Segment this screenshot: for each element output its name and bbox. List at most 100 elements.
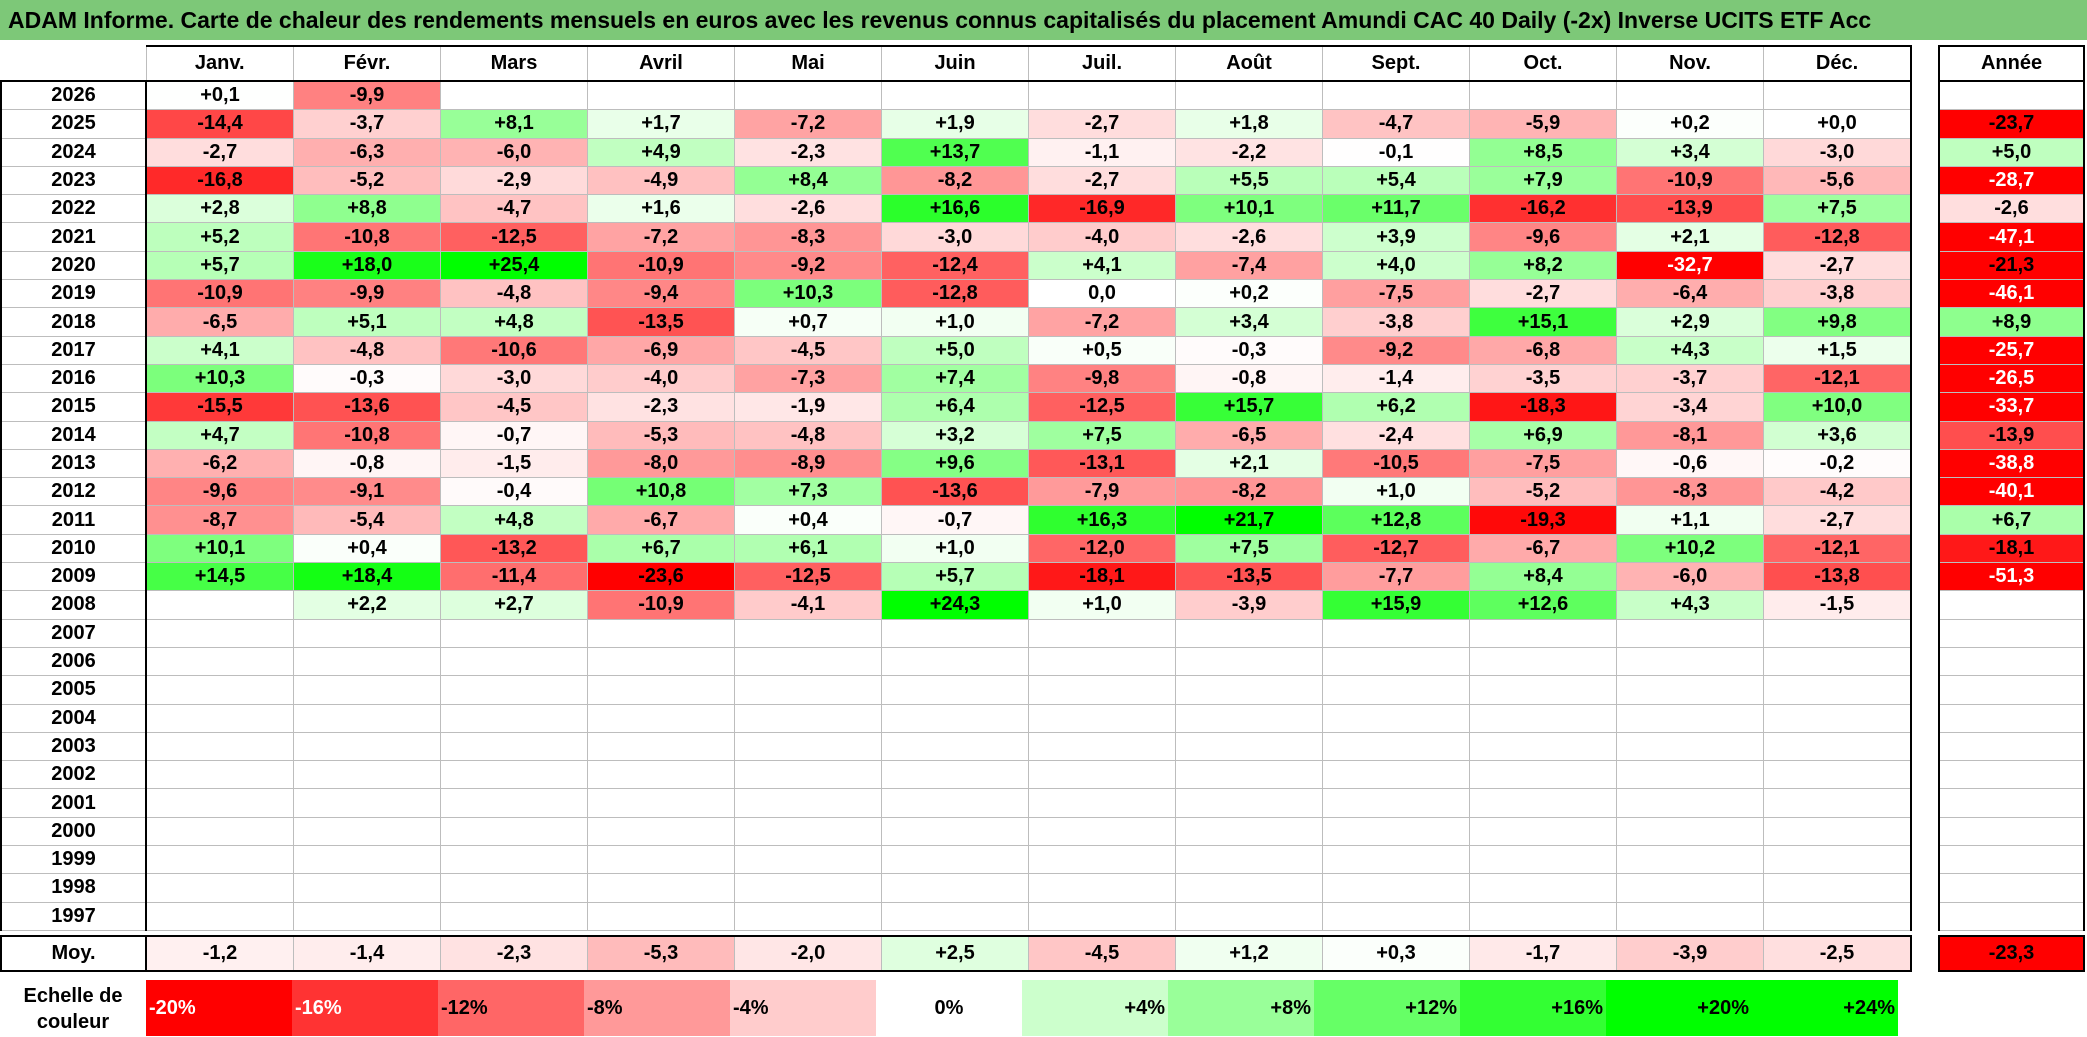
heatmap-cell (1028, 845, 1176, 875)
heatmap-cell (734, 80, 882, 111)
year-label: 2023 (0, 165, 147, 196)
heatmap-cell: -3,4 (1616, 392, 1764, 422)
heatmap-cell (1763, 675, 1912, 705)
heatmap-cell: +1,9 (881, 109, 1029, 139)
annual-cell (1938, 901, 2085, 931)
heatmap-cell: -6,7 (1469, 533, 1617, 564)
heatmap-cell: +5,4 (1322, 165, 1470, 196)
heatmap-cell (1322, 646, 1470, 677)
heatmap-cell: -19,3 (1469, 505, 1617, 535)
heatmap-cell: -2,4 (1322, 420, 1470, 450)
heatmap-cell (881, 646, 1029, 677)
heatmap-cell (293, 901, 441, 931)
heatmap-cell: +3,4 (1175, 307, 1323, 337)
heatmap-cell: +8,2 (1469, 250, 1617, 281)
annual-cell (1938, 618, 2085, 648)
color-scale-stop: 0% (876, 980, 1022, 1036)
heatmap-cell: -0,2 (1763, 448, 1912, 479)
annual-cell (1938, 816, 2085, 847)
heatmap-cell (1469, 816, 1617, 847)
annual-row: +5,0 (1938, 137, 2085, 167)
table-row: 2013 -6,2 -0,8 -1,5 -8,0 -8,9 +9,6 -13,1 +2,1 -10… (0, 448, 1912, 479)
table-row: 2020 +5,7 +18,0 +25,4 -10,9 -9,2 -12,4 +4,1 -7,4… (0, 250, 1912, 281)
heatmap-cell (1175, 80, 1323, 111)
heatmap-cell: -12,8 (1763, 222, 1912, 252)
annual-cell: +5,0 (1938, 137, 2085, 167)
heatmap-cell: -0,6 (1616, 448, 1764, 479)
heatmap-cell (145, 618, 294, 648)
average-cell: +1,2 (1175, 934, 1323, 972)
heatmap-cell: +9,8 (1763, 307, 1912, 337)
table-row: 2025 -14,4 -3,7 +8,1 +1,7 -7,2 +1,9 -2,7 +1,8 -4,… (0, 109, 1912, 139)
table-row: 2009 +14,5 +18,4 -11,4 -23,6 -12,5 +5,7 -18,1 -1… (0, 562, 1912, 592)
heatmap-cell: -13,1 (1028, 448, 1176, 479)
heatmap-cell (145, 816, 294, 847)
heatmap-cell: +15,7 (1175, 392, 1323, 422)
heatmap-cell (1616, 873, 1764, 903)
heatmap-cell: -2,7 (1028, 109, 1176, 139)
annual-cell: +8,9 (1938, 307, 2085, 337)
heatmap-cell (293, 873, 441, 903)
heatmap-cell: -2,7 (1763, 505, 1912, 535)
year-label: 1998 (0, 873, 147, 903)
month-header-11: Nov. (1616, 45, 1764, 82)
heatmap-cell (1322, 618, 1470, 648)
heatmap-cell: +0,2 (1616, 109, 1764, 139)
year-label: 2012 (0, 477, 147, 507)
heatmap-cell: +10,3 (145, 363, 294, 394)
heatmap-cell: +12,8 (1322, 505, 1470, 535)
year-label: 2008 (0, 590, 147, 620)
heatmap-cell (440, 760, 588, 790)
heatmap-cell: -32,7 (1616, 250, 1764, 281)
heatmap-cell (1763, 760, 1912, 790)
heatmap-cell: +13,7 (881, 137, 1029, 167)
heatmap-cell: +0,4 (293, 533, 441, 564)
heatmap-cell: +8,1 (440, 109, 588, 139)
month-header-6: Juin (881, 45, 1029, 82)
heatmap-cell: -0,7 (881, 505, 1029, 535)
heatmap-cell: -3,0 (440, 363, 588, 394)
year-label: 2026 (0, 80, 147, 111)
color-scale-stop: -12% (438, 980, 584, 1036)
heatmap-cell: +4,1 (145, 335, 294, 365)
heatmap-cell: +10,1 (1175, 194, 1323, 224)
heatmap-cell: -9,6 (145, 477, 294, 507)
heatmap-cell (293, 788, 441, 818)
annual-body: -23,7 +5,0 -28,7 -2,6 -47,1 -21,3 -46,1 +8,9 -25… (1938, 80, 2085, 972)
annual-row (1938, 618, 2085, 648)
table-row: 2017 +4,1 -4,8 -10,6 -6,9 -4,5 +5,0 +0,5 -0,3 -9,… (0, 335, 1912, 365)
heatmap-cell (881, 731, 1029, 762)
heatmap-cell: -12,0 (1028, 533, 1176, 564)
heatmap-cell (587, 816, 735, 847)
heatmap-cell: -8,3 (1616, 477, 1764, 507)
table-row: 2022 +2,8 +8,8 -4,7 +1,6 -2,6 +16,6 -16,9 +10,1 +… (0, 194, 1912, 224)
heatmap-cell (587, 731, 735, 762)
table-row: 1999 (0, 845, 1912, 875)
table-row: 2016 +10,3 -0,3 -3,0 -4,0 -7,3 +7,4 -9,8 -0,8 -1,… (0, 363, 1912, 394)
table-row: 2002 (0, 760, 1912, 790)
annual-row: -28,7 (1938, 165, 2085, 196)
annual-row (1938, 760, 2085, 790)
heatmap-cell (734, 618, 882, 648)
heatmap-cell (1763, 703, 1912, 733)
annual-row (1938, 646, 2085, 677)
heatmap-cell: -14,4 (145, 109, 294, 139)
year-label: 2025 (0, 109, 147, 139)
heatmap-cell: -12,5 (734, 562, 882, 592)
heatmap-cell (1175, 675, 1323, 705)
heatmap-cell (1322, 80, 1470, 111)
heatmap-cell (145, 788, 294, 818)
annual-row (1938, 675, 2085, 705)
table-row: 2011 -8,7 -5,4 +4,8 -6,7 +0,4 -0,7 +16,3 +21,7 +1… (0, 505, 1912, 535)
heatmap-cell (881, 845, 1029, 875)
heatmap-cell (881, 80, 1029, 111)
heatmap-cell: -5,3 (587, 420, 735, 450)
heatmap-cell: -8,1 (1616, 420, 1764, 450)
heatmap-cell: -8,2 (881, 165, 1029, 196)
heatmap-cell: -11,4 (440, 562, 588, 592)
year-label: 2001 (0, 788, 147, 818)
annual-cell: -18,1 (1938, 533, 2085, 564)
heatmap-cell: -16,9 (1028, 194, 1176, 224)
annual-cell (1938, 590, 2085, 620)
heatmap-cell: -4,8 (293, 335, 441, 365)
